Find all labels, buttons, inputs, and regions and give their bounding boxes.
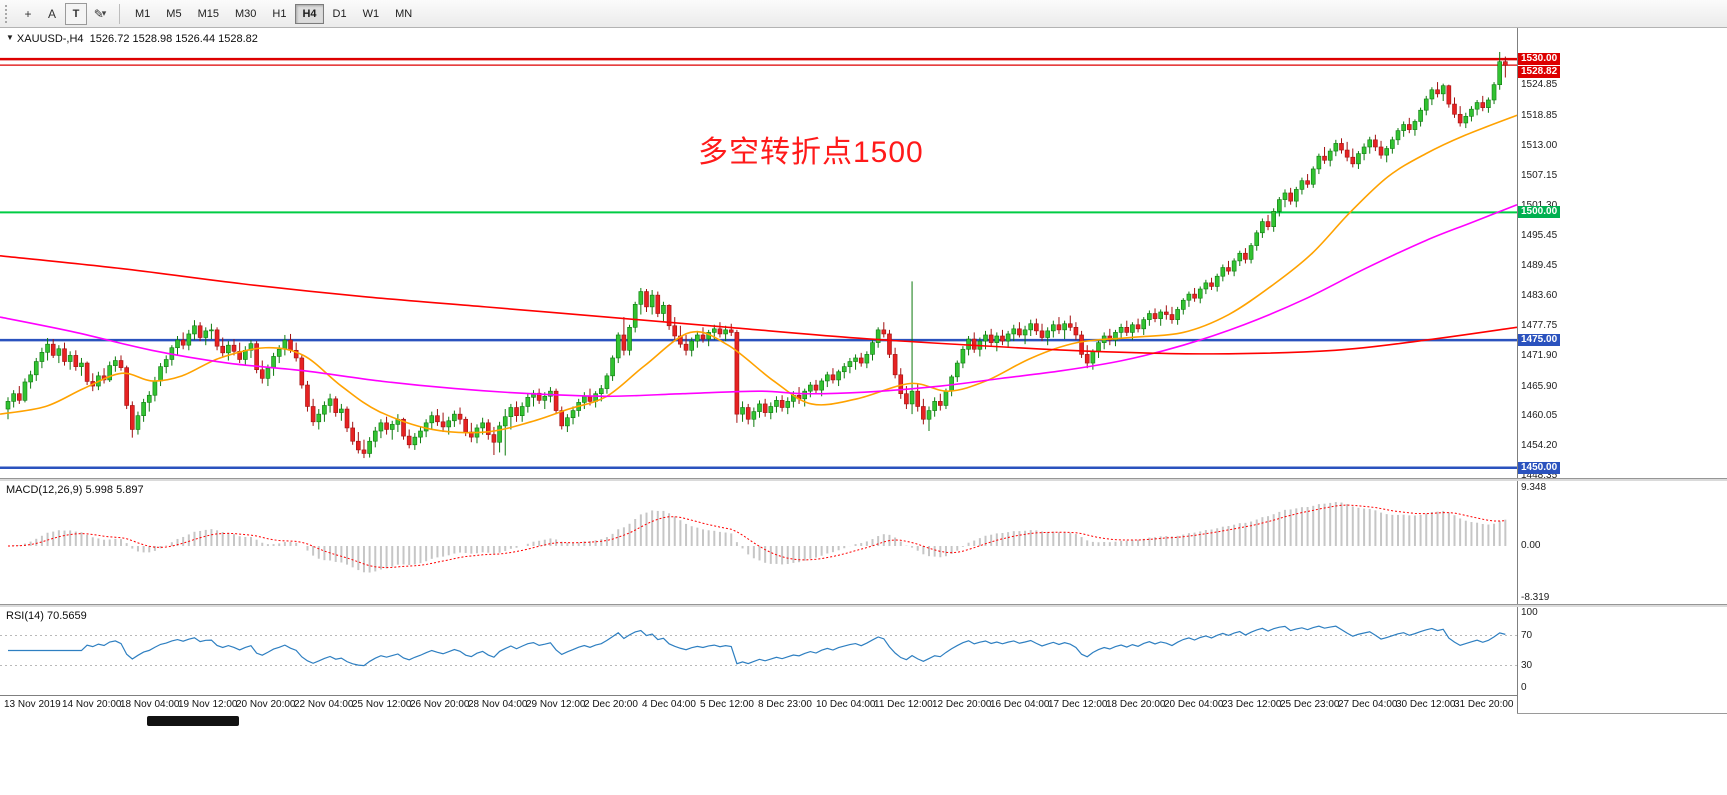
axis-label: 1495.45 [1521, 229, 1558, 241]
timeframe-button-mn[interactable]: MN [388, 4, 419, 24]
macd-indicator-values: 5.998 5.897 [85, 484, 144, 496]
panel-splitter[interactable] [0, 604, 1727, 607]
axis-label: -8.319 [1521, 591, 1550, 603]
price-badge: 1475.00 [1518, 334, 1561, 347]
time-axis-label: 13 Nov 2019 [4, 699, 61, 710]
time-axis-label: 20 Nov 20:00 [236, 699, 296, 710]
time-axis-label: 28 Nov 04:00 [468, 699, 528, 710]
ma-slow-red [0, 254, 1517, 355]
draw-tool-button[interactable]: ✎ ▾ [89, 3, 111, 25]
dropdown-caret-icon: ▾ [101, 8, 107, 18]
time-axis-label: 17 Dec 12:00 [1048, 699, 1108, 710]
time-axis-label: 31 Dec 20:00 [1454, 699, 1514, 710]
rsi-indicator-label: RSI(14) 70.5659 [6, 610, 87, 622]
symbol-ohlc-values: 1526.72 1528.98 1526.44 1528.82 [89, 33, 258, 45]
timeframe-button-h4[interactable]: H4 [295, 3, 324, 24]
time-axis-label: 11 Dec 12:00 [874, 699, 933, 710]
macd-panel[interactable] [0, 481, 1517, 604]
price-badge: 1450.00 [1518, 461, 1561, 474]
time-axis-label: 26 Nov 20:00 [410, 699, 470, 710]
time-axis-label: 19 Nov 12:00 [178, 699, 238, 710]
time-axis-label: 4 Dec 04:00 [642, 699, 696, 710]
time-axis-label: 23 Dec 12:00 [1222, 699, 1282, 710]
axis-label: 1460.05 [1521, 410, 1558, 422]
crosshair-tool-button[interactable]: + [17, 3, 39, 25]
axis-label: 1513.00 [1521, 139, 1558, 151]
axis-label: 9.348 [1521, 482, 1547, 494]
main-price-chart[interactable] [0, 30, 1517, 478]
symbol-ohlc-readout: ▼ XAUUSD-,H4 1526.72 1528.98 1526.44 1528… [6, 33, 258, 45]
draw-tool-icon: ✎ [93, 6, 104, 21]
time-axis-label: 16 Dec 04:00 [990, 699, 1050, 710]
time-axis-label: 14 Nov 20:00 [62, 699, 122, 710]
timeframe-button-m5[interactable]: M5 [159, 4, 188, 24]
axis-label: 1465.90 [1521, 380, 1558, 392]
macd-signal-line [7, 504, 1506, 569]
time-axis-label: 8 Dec 23:00 [758, 699, 812, 710]
macd-indicator-label: MACD(12,26,9) 5.998 5.897 [6, 484, 144, 496]
price-axis-border [1517, 28, 1518, 713]
panel-splitter[interactable] [0, 478, 1727, 481]
ma-fast-orange [0, 114, 1517, 434]
ma-mid-magenta [0, 203, 1517, 398]
label-tool-button[interactable]: T [65, 2, 87, 25]
time-axis-label: 22 Nov 04:00 [294, 699, 354, 710]
candles [5, 51, 1508, 459]
rsi-panel[interactable] [0, 607, 1517, 695]
axis-label: 1518.85 [1521, 110, 1558, 122]
text-tool-button[interactable]: A [41, 3, 63, 25]
timeframe-button-m1[interactable]: M1 [128, 4, 157, 24]
price-badge: 1528.82 [1518, 66, 1561, 79]
chart-annotation-text: 多空转折点1500 [698, 136, 924, 169]
timeframe-button-w1[interactable]: W1 [356, 4, 387, 24]
axis-label: 100 [1521, 607, 1538, 618]
timeframe-button-d1[interactable]: D1 [326, 4, 354, 24]
time-axis-label: 5 Dec 12:00 [700, 699, 754, 710]
timeframe-toolbar: M1 M5 M15 M30 H1 H4 D1 W1 MN [127, 3, 420, 24]
time-axis-label: 25 Dec 23:00 [1280, 699, 1340, 710]
time-axis-label: 2 Dec 20:00 [584, 699, 638, 710]
axis-label: 1524.85 [1521, 79, 1558, 91]
axis-label: 1507.15 [1521, 169, 1558, 181]
time-axis-label: 30 Dec 12:00 [1396, 699, 1456, 710]
toolbar-separator [119, 3, 120, 24]
time-axis-label: 20 Dec 04:00 [1164, 699, 1224, 710]
time-axis-label: 25 Nov 12:00 [352, 699, 412, 710]
timeframe-button-m15[interactable]: M15 [191, 4, 226, 24]
axis-label: 1489.45 [1521, 260, 1558, 272]
time-axis-label: 10 Dec 04:00 [816, 699, 876, 710]
time-axis-label: 18 Nov 04:00 [120, 699, 180, 710]
axis-label: 1483.60 [1521, 290, 1558, 302]
axis-label: 0 [1521, 682, 1527, 693]
axis-label: 0.00 [1521, 540, 1541, 551]
rsi-indicator-value: 70.5659 [46, 610, 87, 622]
time-axis-label: 18 Dec 20:00 [1106, 699, 1166, 710]
time-axis[interactable]: 13 Nov 2019 14 Nov 20:00 18 Nov 04:00 19 No… [0, 695, 1517, 714]
axis-label: 70 [1521, 629, 1533, 641]
axis-label: 1477.75 [1521, 320, 1558, 332]
timeframe-button-h1[interactable]: H1 [265, 4, 293, 24]
time-axis-label: 29 Nov 12:00 [526, 699, 586, 710]
axis-label: 1454.20 [1521, 440, 1558, 452]
time-axis-label: 27 Dec 04:00 [1338, 699, 1398, 710]
price-badge: 1530.00 [1518, 53, 1561, 66]
toolbar-grip[interactable] [5, 4, 11, 23]
price-badge: 1500.00 [1518, 206, 1561, 219]
rsi-line [8, 625, 1506, 667]
axis-label: 1501.30 [1521, 199, 1558, 211]
time-axis-label: 12 Dec 20:00 [932, 699, 992, 710]
symbol-title: XAUUSD-,H4 [16, 33, 84, 45]
object-marker-icon: ▼ [6, 33, 14, 42]
toolbar: + A T ✎ ▾ M1 M5 M15 M30 H1 H4 D1 W1 MN [0, 0, 1727, 28]
axis-label: 1471.90 [1521, 349, 1558, 361]
timeframe-button-m30[interactable]: M30 [228, 4, 263, 24]
ui-artifact [147, 716, 239, 726]
axis-label: 30 [1521, 659, 1533, 671]
